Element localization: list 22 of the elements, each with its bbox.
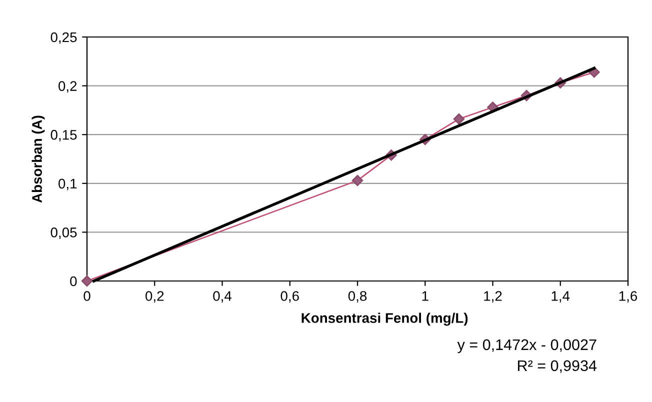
point [453, 113, 465, 125]
x-tick-label: 0 [84, 291, 90, 301]
text: y = 0,1472x - 0,0027 [457, 339, 596, 354]
y-tick-label: 0 [70, 276, 77, 286]
x-tick-label: 0,8 [348, 291, 367, 303]
x-tick-label: 1,2 [484, 291, 502, 303]
point [352, 174, 364, 186]
x-tick-label: 0,4 [213, 291, 232, 303]
y-axis-title: Absorban (A) [32, 116, 45, 203]
x-axis-title: Konsentrasi Fenol (mg/L) [302, 312, 468, 326]
y-tick-label: 0,2 [58, 81, 77, 93]
y-tick-label: 0,05 [50, 228, 77, 240]
x-tick-label: 0,2 [146, 291, 164, 303]
y-tick-label: 0,15 [50, 130, 77, 142]
x-tick-label: 1 [422, 291, 428, 301]
y-tick-label: 0,1 [58, 178, 77, 190]
x-tick-label: 1,6 [619, 291, 638, 303]
x-tick-label: 0,6 [280, 291, 299, 303]
x-tick-label: 1,4 [552, 291, 570, 303]
point [81, 275, 93, 287]
text: R² = 0,9934 [518, 360, 597, 373]
y-tick-label: 0,25 [50, 32, 77, 44]
